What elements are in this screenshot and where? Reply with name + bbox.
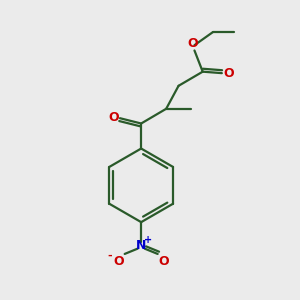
Text: O: O <box>188 38 198 50</box>
Text: O: O <box>113 254 124 268</box>
Text: N: N <box>136 239 146 252</box>
Text: O: O <box>158 254 169 268</box>
Text: +: + <box>144 235 152 245</box>
Text: -: - <box>108 251 112 261</box>
Text: O: O <box>108 111 119 124</box>
Text: O: O <box>223 67 234 80</box>
